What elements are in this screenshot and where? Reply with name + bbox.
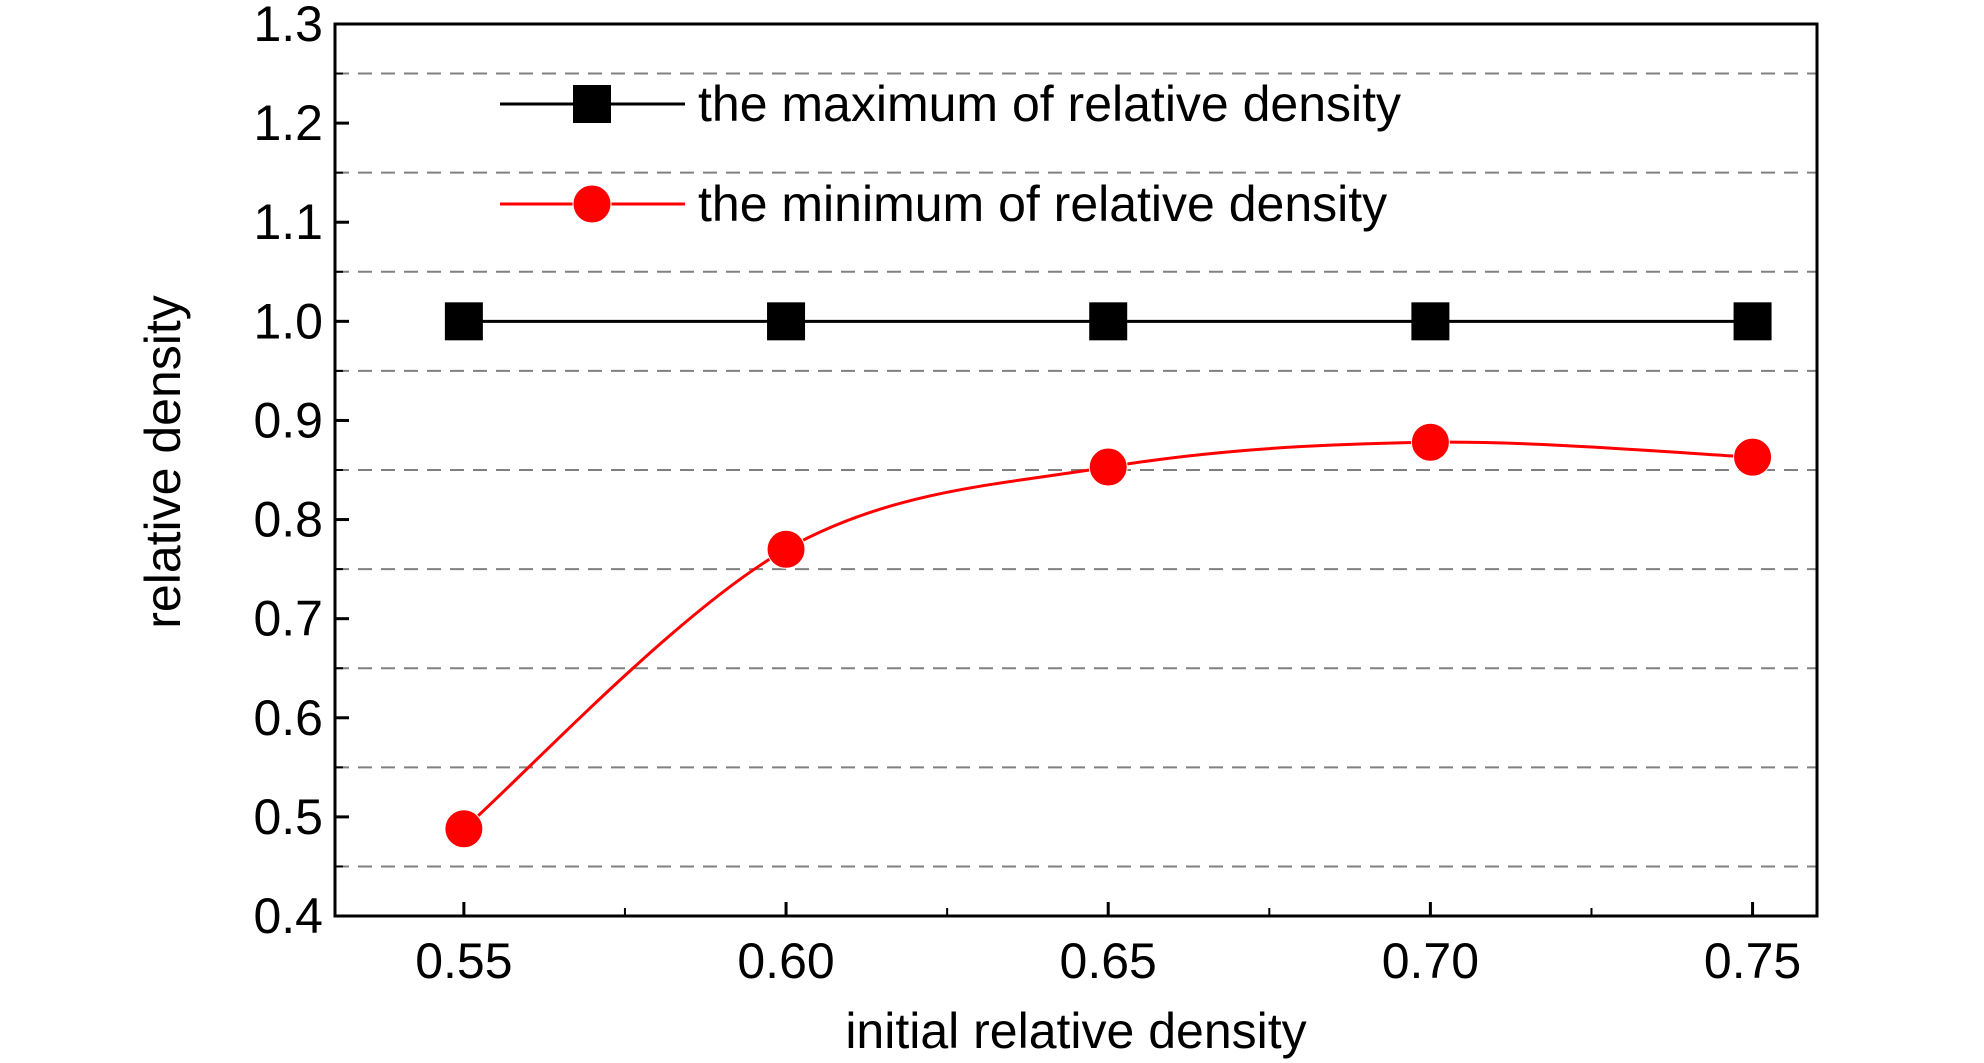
data-point-series-2 <box>1410 422 1450 462</box>
legend-marker-2 <box>572 184 612 224</box>
legend-label-2: the minimum of relative density <box>698 176 1387 232</box>
data-point-series-1 <box>444 302 483 341</box>
data-point-series-1 <box>1733 302 1772 341</box>
grid-lines <box>335 72 1817 868</box>
x-tick-label: 0.70 <box>1382 933 1479 989</box>
y-tick-label: 0.4 <box>253 888 323 944</box>
data-point-series-1 <box>767 302 806 341</box>
y-tick-label: 0.8 <box>253 492 323 548</box>
x-tick-label: 0.75 <box>1704 933 1801 989</box>
data-point-series-2 <box>1088 447 1128 487</box>
data-point-series-2 <box>1733 437 1773 477</box>
x-tick-label: 0.65 <box>1060 933 1157 989</box>
legend-marker-1 <box>573 85 611 123</box>
data-point-series-2 <box>766 529 806 569</box>
x-tick-label: 0.55 <box>415 933 512 989</box>
x-axis-title: initial relative density <box>845 1003 1306 1059</box>
series-layer <box>444 302 1773 849</box>
y-tick-label: 0.7 <box>253 591 323 647</box>
data-point-series-2 <box>444 809 484 849</box>
x-tick-label: 0.60 <box>737 933 834 989</box>
y-tick-label: 0.6 <box>253 690 323 746</box>
y-tick-label: 0.9 <box>253 392 323 448</box>
y-tick-label: 0.5 <box>253 789 323 845</box>
series-line-2 <box>462 440 1753 830</box>
y-tick-label: 1.0 <box>253 293 323 349</box>
legend-label-1: the maximum of relative density <box>698 76 1401 132</box>
data-point-series-1 <box>1411 302 1450 341</box>
axes: 0.4 0.5 0.6 0.7 0.8 0.9 1.0 1.1 1.2 1.3 0.55 0.60 0.… <box>253 0 1819 989</box>
y-tick-label: 1.1 <box>253 194 323 250</box>
legend: the maximum of relative density the minim… <box>500 76 1401 232</box>
data-point-series-1 <box>1089 302 1128 341</box>
y-tick-label: 1.2 <box>253 95 323 151</box>
y-axis-title: relative density <box>135 295 191 629</box>
y-tick-label: 1.3 <box>253 0 323 52</box>
